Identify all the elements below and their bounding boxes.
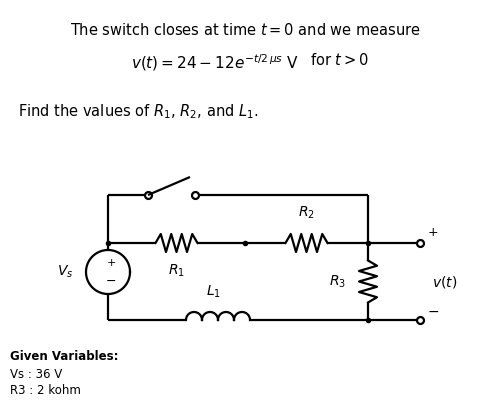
Text: R3 : 2 kohm: R3 : 2 kohm (10, 384, 81, 397)
Text: $L_1$: $L_1$ (206, 284, 220, 300)
Text: +: + (428, 226, 438, 240)
Text: $v(t) = 24 - 12e^{-t/2\,\mu s}$ V: $v(t) = 24 - 12e^{-t/2\,\mu s}$ V (131, 52, 299, 73)
Text: $v(t)$: $v(t)$ (432, 273, 457, 290)
Text: $R_3$: $R_3$ (329, 273, 346, 290)
Text: −: − (106, 275, 116, 287)
Text: +: + (107, 258, 116, 268)
Text: The switch closes at time $t = 0$ and we measure: The switch closes at time $t = 0$ and we… (70, 22, 420, 38)
Text: Vs : 36 V: Vs : 36 V (10, 368, 62, 381)
Text: −: − (428, 305, 439, 319)
Text: Given Variables:: Given Variables: (10, 350, 118, 363)
Text: for $t > 0$: for $t > 0$ (310, 52, 369, 68)
Text: Find the values of $R_1$, $R_2$, and $L_1$.: Find the values of $R_1$, $R_2$, and $L_… (18, 102, 259, 121)
Text: $R_1$: $R_1$ (168, 263, 185, 280)
Text: $V_s$: $V_s$ (56, 264, 73, 280)
Text: $R_2$: $R_2$ (298, 205, 315, 221)
